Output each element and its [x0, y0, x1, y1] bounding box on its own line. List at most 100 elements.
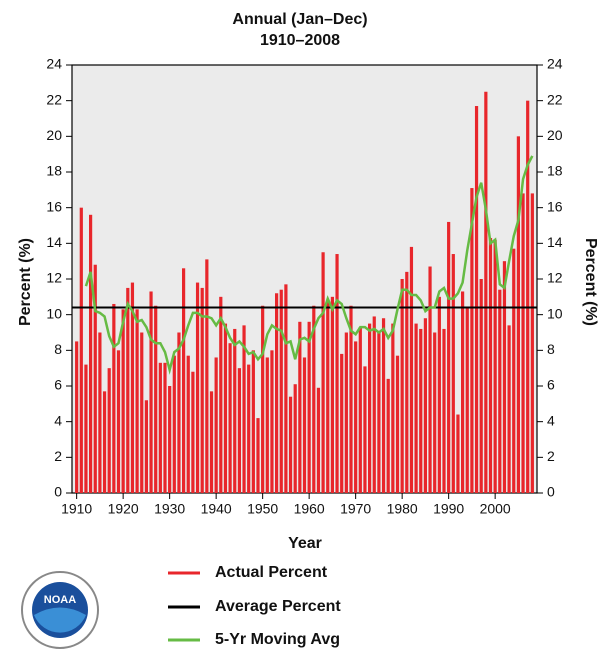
bar — [498, 289, 502, 493]
bar — [135, 309, 139, 493]
bar — [484, 91, 488, 493]
bar — [205, 259, 209, 493]
bar — [233, 328, 237, 493]
bar — [140, 332, 144, 493]
bar — [428, 266, 432, 493]
x-tick-label: 2000 — [480, 501, 511, 517]
bar — [521, 193, 525, 493]
bar — [372, 316, 376, 493]
x-tick-label: 1970 — [340, 501, 371, 517]
bar — [144, 400, 148, 493]
bar — [154, 305, 158, 493]
bar — [321, 252, 325, 493]
y2-tick-label: 4 — [547, 412, 555, 428]
bar — [340, 353, 344, 493]
bar — [163, 362, 167, 493]
bar — [474, 106, 479, 494]
bar — [261, 305, 265, 493]
bar — [130, 282, 135, 493]
bar — [214, 357, 218, 493]
bar — [381, 318, 386, 493]
bar — [451, 254, 455, 493]
y2-axis-title: Percent (%) — [582, 238, 599, 326]
bar — [265, 357, 269, 493]
bar — [358, 327, 362, 493]
bar — [395, 355, 400, 493]
bar — [270, 350, 274, 493]
x-tick-label: 1960 — [294, 501, 325, 517]
bar — [242, 325, 246, 493]
bar — [75, 341, 79, 493]
bar — [256, 418, 260, 493]
y-tick-label: 4 — [54, 412, 62, 428]
x-tick-label: 1910 — [61, 501, 92, 517]
y2-tick-label: 12 — [547, 270, 563, 286]
bar — [102, 391, 107, 493]
bar — [307, 321, 311, 493]
bar — [247, 364, 251, 493]
bar — [116, 350, 121, 493]
legend-label: 5-Yr Moving Avg — [215, 631, 340, 648]
y-tick-label: 10 — [46, 305, 62, 321]
legend-label: Actual Percent — [215, 564, 328, 581]
y2-tick-label: 24 — [547, 56, 563, 72]
y2-tick-label: 22 — [547, 91, 563, 107]
bar — [98, 332, 102, 493]
bar — [433, 332, 437, 493]
y2-tick-label: 2 — [547, 448, 555, 464]
bar — [470, 188, 474, 494]
bar — [512, 248, 516, 493]
bar — [423, 318, 427, 493]
moving-average-line — [84, 155, 534, 375]
y2-tick-label: 18 — [547, 163, 563, 179]
bar — [488, 237, 493, 493]
bar — [447, 221, 451, 493]
bar — [195, 282, 200, 493]
x-tick-label: 1940 — [201, 501, 232, 517]
bar — [368, 323, 372, 493]
bar — [182, 268, 186, 493]
y-tick-label: 20 — [46, 127, 62, 143]
y-axis-title: Percent (%) — [17, 238, 34, 326]
bar — [335, 254, 339, 493]
bar — [293, 384, 297, 493]
bar — [344, 332, 348, 493]
bar — [79, 207, 83, 493]
bar — [168, 386, 172, 493]
bar — [354, 341, 358, 493]
bar — [437, 296, 441, 493]
logo-text: NOAA — [44, 594, 76, 606]
y-tick-label: 14 — [46, 234, 62, 250]
y-tick-label: 16 — [46, 198, 62, 214]
y-tick-label: 2 — [54, 448, 62, 464]
bar — [298, 321, 302, 493]
y2-tick-label: 10 — [547, 305, 563, 321]
bar — [479, 279, 483, 493]
bar — [121, 309, 125, 493]
bar — [191, 371, 195, 493]
bar — [405, 271, 409, 493]
legend-label: Average Percent — [215, 598, 341, 615]
bar — [526, 100, 530, 494]
bar — [363, 366, 367, 493]
y2-tick-label: 8 — [547, 341, 555, 357]
bar — [200, 287, 204, 493]
bar — [228, 343, 232, 493]
y-tick-label: 0 — [54, 484, 62, 500]
bar — [461, 291, 465, 493]
bar — [219, 296, 223, 493]
bar — [377, 332, 381, 493]
bar — [288, 396, 293, 493]
bar — [516, 136, 520, 494]
x-tick-label: 1930 — [154, 501, 185, 517]
noaa-logo: NOAA — [21, 571, 99, 649]
y2-tick-label: 16 — [547, 198, 563, 214]
bar — [237, 368, 241, 493]
x-axis-title: Year — [288, 535, 322, 552]
bar — [302, 357, 307, 493]
y2-tick-label: 6 — [547, 377, 555, 393]
bar — [330, 296, 334, 493]
bar — [409, 246, 414, 493]
y-tick-label: 18 — [46, 163, 62, 179]
